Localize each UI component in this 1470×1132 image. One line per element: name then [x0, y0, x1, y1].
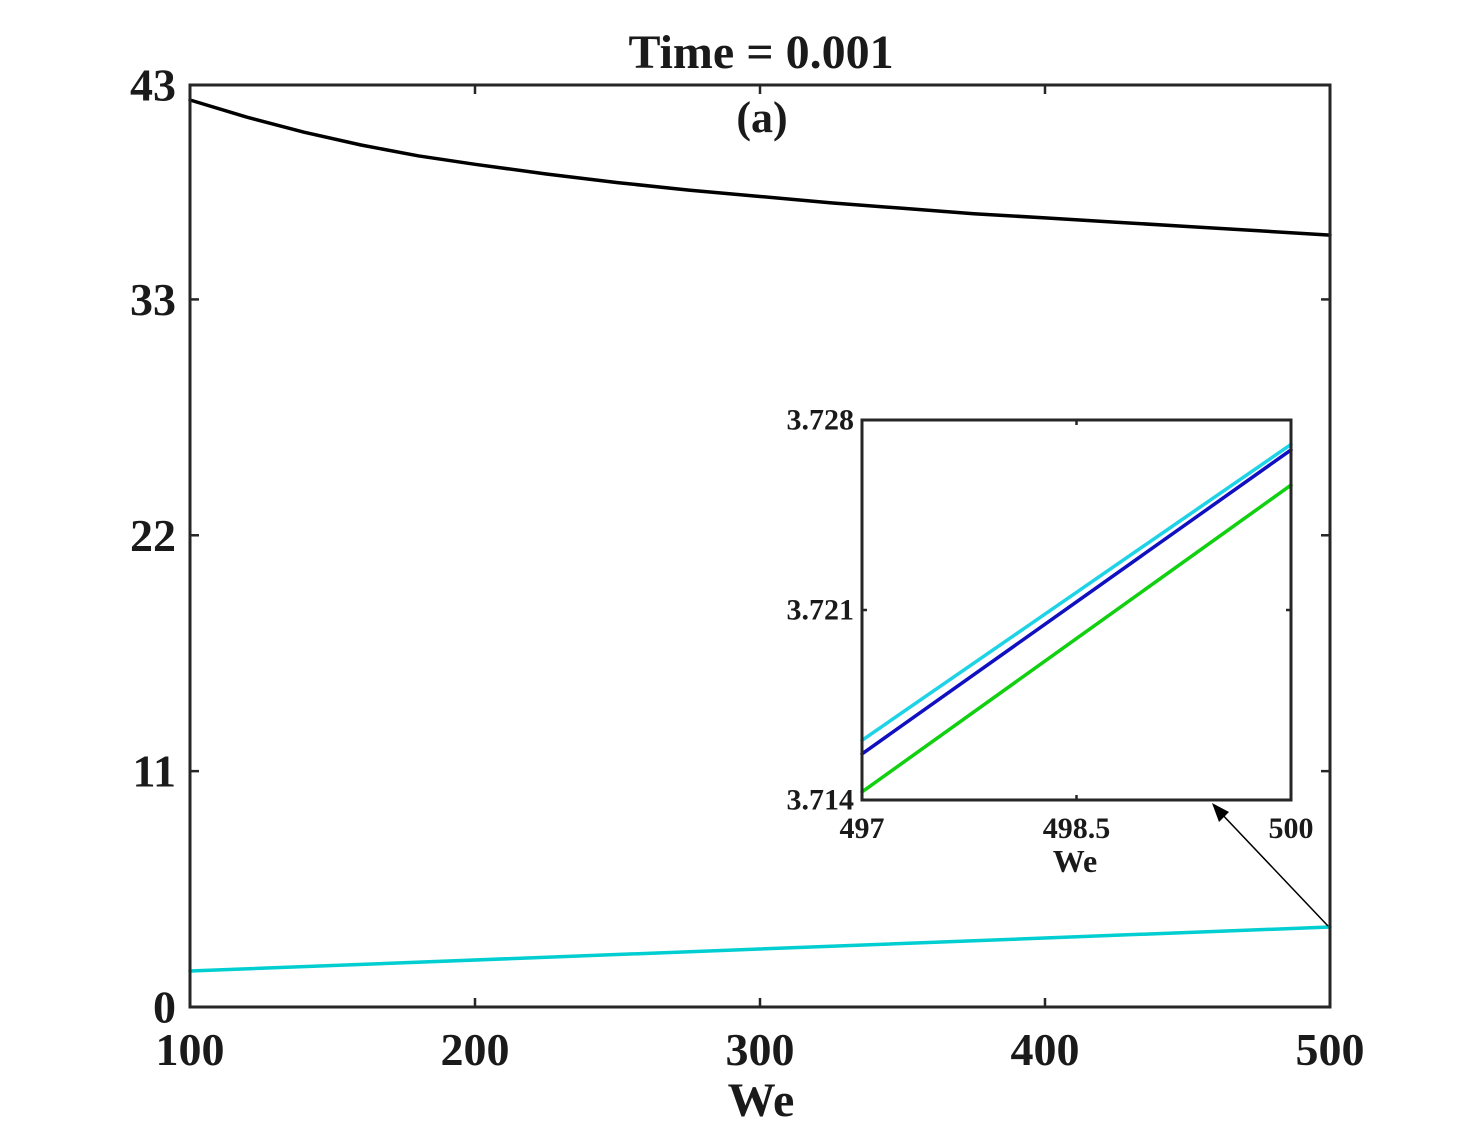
chart-title: Time = 0.001: [628, 26, 893, 79]
inset-tick-marks: [860, 418, 1293, 802]
main-chart: Time = 0.001 0 11 22 33 43 100 200 300 400 500 (…: [130, 26, 1365, 1127]
inset-background: [862, 420, 1291, 800]
main-y-tick-label: 33: [130, 274, 176, 325]
main-series-line-0: [188, 98, 1332, 237]
main-y-tick-label: 11: [133, 746, 176, 797]
inset-x-tick-label: 497: [840, 812, 885, 845]
panel-annotation: (a): [736, 93, 787, 142]
inset-series-line-0: [860, 442, 1293, 743]
inset-series-line-1: [860, 448, 1293, 756]
inset-x-tick-labels: 497 498.5 500: [840, 812, 1314, 845]
inset-y-tick-label: 3.721: [787, 594, 855, 627]
main-y-tick-label: 22: [130, 510, 176, 561]
zoom-arrow-head: [1212, 803, 1229, 822]
main-x-tick-label: 100: [156, 1024, 225, 1075]
main-x-tick-labels: 100 200 300 400 500: [156, 1024, 1365, 1075]
zoom-arrow-line: [1217, 809, 1329, 927]
main-x-tick-label: 300: [726, 1024, 795, 1075]
inset-series-group: [860, 442, 1293, 794]
main-x-tick-label: 200: [441, 1024, 510, 1075]
main-x-tick-label: 500: [1296, 1024, 1365, 1075]
zoom-arrow: [1212, 803, 1329, 927]
inset-series-line-2: [860, 483, 1293, 794]
main-tick-marks: [188, 83, 1332, 1009]
inset-x-axis-label: We: [1053, 843, 1097, 879]
main-series-group: [188, 98, 1332, 973]
inset-x-tick-label: 498.5: [1043, 812, 1111, 845]
main-series-line-1: [188, 925, 1332, 973]
main-y-tick-label: 43: [130, 60, 176, 111]
main-x-tick-label: 400: [1011, 1024, 1080, 1075]
inset-y-tick-label: 3.728: [787, 404, 855, 437]
inset-y-tick-label: 3.714: [787, 784, 855, 817]
main-y-tick-labels: 0 11 22 33 43: [130, 60, 176, 1033]
main-x-axis-label: We: [728, 1074, 795, 1127]
inset-x-tick-label: 500: [1269, 812, 1314, 845]
inset-chart: 3.714 3.721 3.728 497 498.5 500 We: [787, 404, 1314, 880]
main-y-tick-label: 0: [153, 982, 176, 1033]
inset-y-tick-labels: 3.714 3.721 3.728: [787, 404, 855, 817]
